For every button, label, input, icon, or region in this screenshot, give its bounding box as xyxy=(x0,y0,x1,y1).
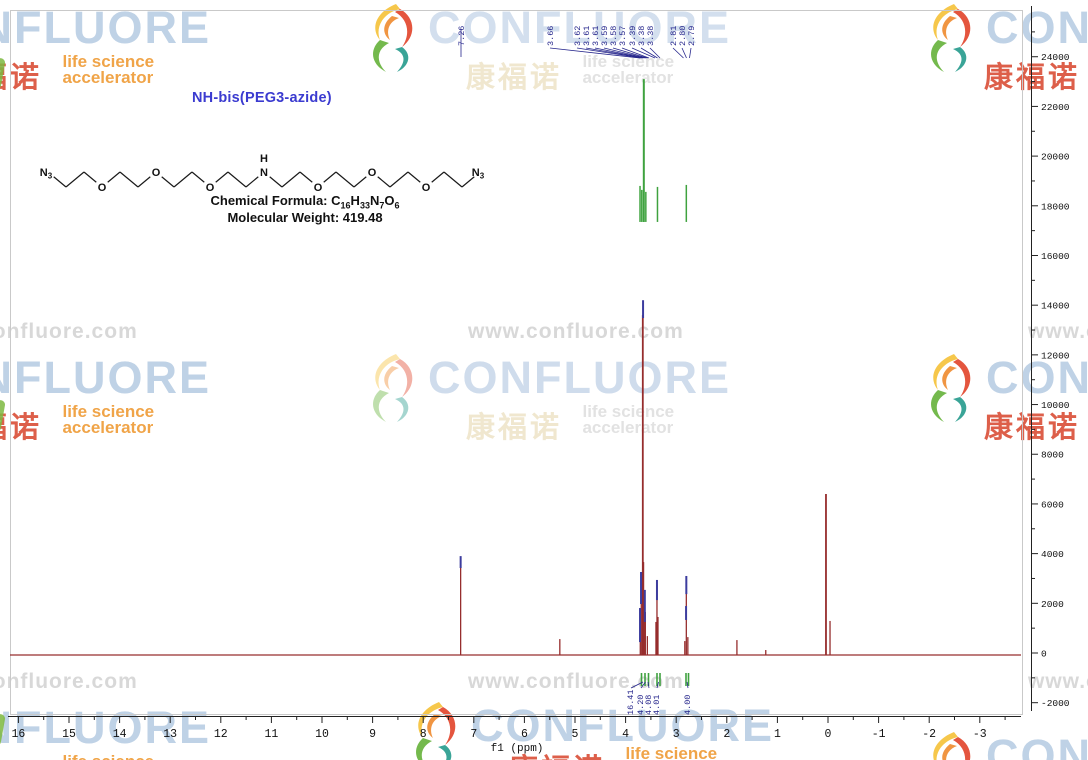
svg-text:13: 13 xyxy=(163,728,177,741)
structure-atom-labels: N3 O O O NH O O O N3 xyxy=(40,153,488,195)
svg-text:6000: 6000 xyxy=(1041,499,1064,510)
svg-text:6: 6 xyxy=(521,728,528,741)
svg-text:N3: N3 xyxy=(40,167,53,181)
svg-text:3.61: 3.61 xyxy=(591,26,601,46)
integral-curve-marks xyxy=(459,300,688,643)
svg-text:10000: 10000 xyxy=(1041,400,1070,411)
svg-text:3.66: 3.66 xyxy=(546,26,556,46)
svg-text:2.79: 2.79 xyxy=(687,26,697,46)
svg-text:3.39: 3.39 xyxy=(628,26,638,46)
svg-text:3.38: 3.38 xyxy=(646,26,656,46)
svg-text:3.58: 3.58 xyxy=(609,26,619,46)
chemical-formula: Chemical Formula: C16H33N7O6 xyxy=(210,193,400,211)
integral-label-connectors xyxy=(630,681,689,689)
svg-text:12000: 12000 xyxy=(1041,350,1070,361)
compound-name: NH-bis(PEG3-azide) xyxy=(192,90,332,106)
svg-text:0: 0 xyxy=(825,728,832,741)
svg-text:8: 8 xyxy=(420,728,427,741)
svg-text:3: 3 xyxy=(673,728,680,741)
svg-text:2: 2 xyxy=(723,728,730,741)
peak-label-connectors xyxy=(460,29,692,59)
svg-text:9: 9 xyxy=(369,728,376,741)
svg-text:-3: -3 xyxy=(973,728,987,741)
svg-text:18000: 18000 xyxy=(1041,201,1070,212)
svg-text:-1: -1 xyxy=(872,728,886,741)
spectrum-trace xyxy=(10,315,1021,656)
svg-text:3.57: 3.57 xyxy=(618,26,628,46)
svg-text:H: H xyxy=(260,153,268,165)
svg-text:2.81: 2.81 xyxy=(669,26,679,46)
svg-text:7.26: 7.26 xyxy=(457,26,467,46)
y-axis-labels: -2000 0 2000 4000 6000 8000 10000 12000 14000 160… xyxy=(1041,52,1070,709)
cut-peak-lines xyxy=(639,79,688,222)
svg-text:14: 14 xyxy=(113,728,127,741)
svg-text:4.20: 4.20 xyxy=(636,695,646,715)
svg-text:N3: N3 xyxy=(472,167,485,181)
y-axis xyxy=(1031,6,1038,711)
svg-text:2.80: 2.80 xyxy=(678,26,688,46)
svg-text:-2000: -2000 xyxy=(1041,698,1070,709)
svg-text:4: 4 xyxy=(622,728,629,741)
svg-text:24000: 24000 xyxy=(1041,52,1070,63)
svg-text:11: 11 xyxy=(264,728,278,741)
svg-text:16: 16 xyxy=(11,728,25,741)
svg-text:2000: 2000 xyxy=(1041,599,1064,610)
svg-text:4000: 4000 xyxy=(1041,549,1064,560)
svg-text:1: 1 xyxy=(774,728,781,741)
svg-text:O: O xyxy=(422,182,431,194)
svg-text:N: N xyxy=(260,167,268,179)
svg-text:4.01: 4.01 xyxy=(652,695,662,715)
svg-text:16.41: 16.41 xyxy=(626,689,636,715)
svg-text:O: O xyxy=(98,182,107,194)
svg-text:22000: 22000 xyxy=(1041,102,1070,113)
svg-text:10: 10 xyxy=(315,728,329,741)
svg-text:-2: -2 xyxy=(922,728,936,741)
svg-text:O: O xyxy=(368,167,377,179)
x-axis-labels: 16 15 14 13 12 11 10 9 8 7 6 5 4 3 2 1 0 -1 -2 -3 xyxy=(11,728,986,741)
svg-text:4.08: 4.08 xyxy=(644,695,654,715)
svg-text:O: O xyxy=(152,167,161,179)
svg-text:0: 0 xyxy=(1041,649,1047,660)
svg-text:3.62: 3.62 xyxy=(573,26,583,46)
svg-text:3.61: 3.61 xyxy=(582,26,592,46)
svg-text:O: O xyxy=(314,182,323,194)
svg-text:12: 12 xyxy=(214,728,228,741)
svg-text:O: O xyxy=(206,182,215,194)
svg-text:3.38: 3.38 xyxy=(637,26,647,46)
svg-text:4.00: 4.00 xyxy=(683,695,693,715)
molecular-weight: Molecular Weight: 419.48 xyxy=(227,210,383,225)
spectrum-plot-frame xyxy=(10,10,1023,715)
svg-text:16000: 16000 xyxy=(1041,251,1070,262)
svg-text:5: 5 xyxy=(572,728,579,741)
svg-text:3.59: 3.59 xyxy=(600,26,610,46)
svg-text:7: 7 xyxy=(470,728,477,741)
svg-text:14000: 14000 xyxy=(1041,301,1070,312)
peak-labels: 7.26 3.66 3.62 3.61 3.61 3.59 3.58 3.57 3.39 3.38… xyxy=(457,26,697,46)
x-axis xyxy=(8,716,1021,723)
svg-text:20000: 20000 xyxy=(1041,152,1070,163)
chemical-structure: N3 O O O NH O O O N3 xyxy=(40,153,488,195)
x-axis-title: f1 (ppm) xyxy=(491,743,544,755)
integral-labels: 16.41 4.204.084.01 4.00 xyxy=(626,689,693,715)
svg-text:8000: 8000 xyxy=(1041,450,1064,461)
svg-text:15: 15 xyxy=(62,728,76,741)
